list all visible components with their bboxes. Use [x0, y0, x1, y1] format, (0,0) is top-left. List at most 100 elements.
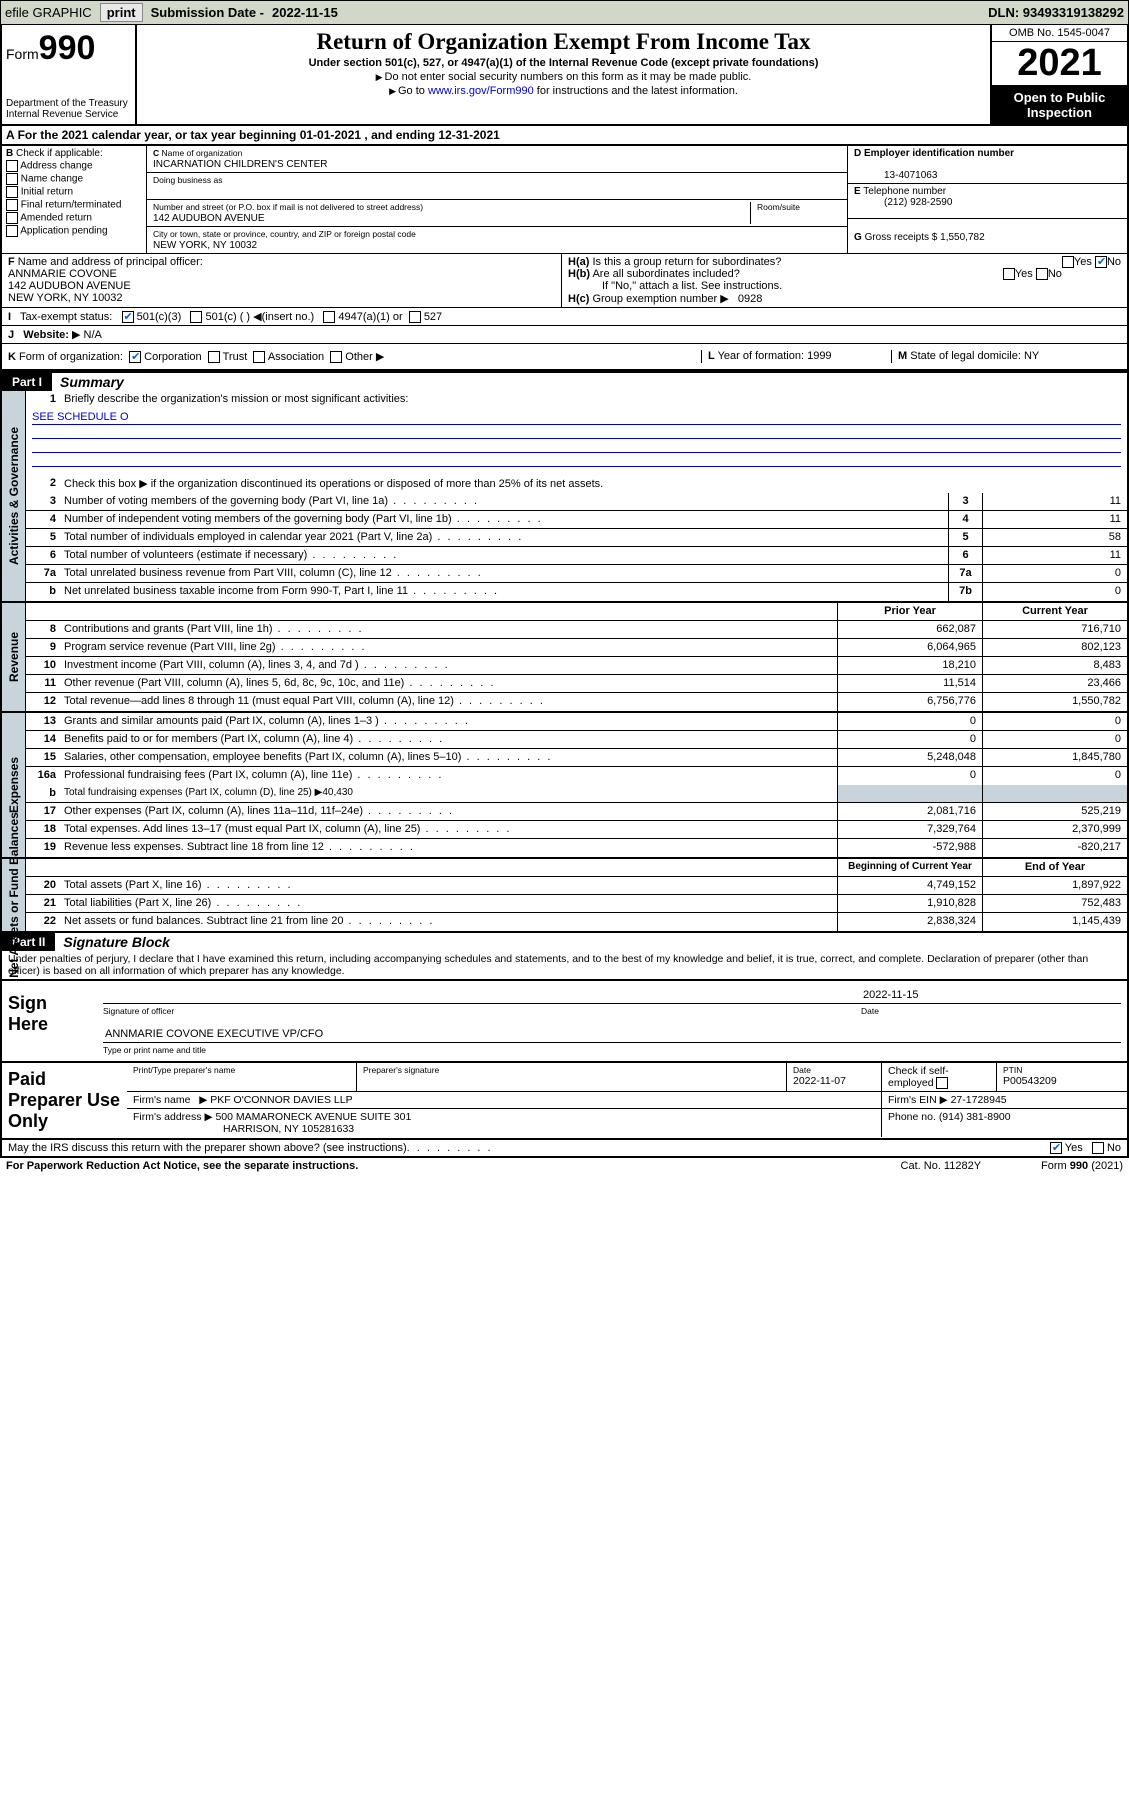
mission-lines: SEE SCHEDULE O: [26, 409, 1127, 467]
part-ii-title: Signature Block: [55, 934, 170, 950]
summary-netassets: Net Assets or Fund Balances Beginning of…: [0, 859, 1129, 933]
dba-cell: Doing business as: [147, 173, 847, 200]
vtab-revenue: Revenue: [2, 603, 26, 711]
opt-pending: Application pending: [20, 226, 107, 237]
opt-corp: Corporation: [144, 351, 201, 363]
sig-date-label: Date: [861, 1006, 1121, 1016]
i-lead: I: [8, 311, 11, 323]
phone-label: Telephone number: [863, 186, 946, 197]
col-f: F Name and address of principal officer:…: [2, 254, 562, 307]
ha-lead: H(a): [568, 256, 589, 268]
gov-val: 11: [982, 511, 1127, 528]
hb-note: If "No," attach a list. See instructions…: [568, 280, 1121, 292]
i-left: I Tax-exempt status: 501(c)(3) 501(c) ( …: [8, 310, 568, 323]
footer-last: For Paperwork Reduction Act Notice, see …: [0, 1158, 1129, 1174]
insert-no: (insert no.): [262, 311, 315, 323]
gross-value: 1,550,782: [940, 232, 985, 243]
net-hdr-txt: [60, 859, 837, 876]
num: 13: [26, 713, 60, 730]
may-discuss-row: May the IRS discuss this return with the…: [0, 1140, 1129, 1158]
firm-addr-label: Firm's address: [133, 1111, 202, 1123]
gov-txt: Number of independent voting members of …: [60, 511, 948, 528]
chk-address-change[interactable]: Address change: [6, 160, 142, 172]
txt: Investment income (Part VIII, column (A)…: [60, 657, 837, 674]
chk-self-employed[interactable]: [936, 1077, 948, 1089]
gov-num: 6: [26, 547, 60, 564]
chk-name-change[interactable]: Name change: [6, 173, 142, 185]
chk-501c3[interactable]: [122, 311, 134, 323]
firm-phone-label: Phone no.: [888, 1111, 936, 1123]
opt-assoc: Association: [268, 351, 324, 363]
form-title: Return of Organization Exempt From Incom…: [145, 29, 982, 55]
may-no-chk[interactable]: [1092, 1142, 1104, 1154]
chk-amended[interactable]: Amended return: [6, 212, 142, 224]
opt-amended: Amended return: [20, 213, 92, 224]
val-curr: 1,897,922: [982, 877, 1127, 894]
c-lead: C: [153, 148, 159, 158]
chk-assoc[interactable]: [253, 351, 265, 363]
opt-final: Final return/terminated: [21, 200, 122, 211]
may-yes: Yes: [1065, 1142, 1083, 1154]
chk-pending[interactable]: Application pending: [6, 225, 142, 237]
hb-yes-chk[interactable]: [1003, 268, 1015, 280]
firm-addr2: HARRISON, NY 105281633: [133, 1123, 354, 1135]
form-990: 990: [39, 29, 96, 67]
num-16b: b: [26, 785, 60, 802]
gov-num: 5: [26, 529, 60, 546]
l-lead: L: [708, 350, 715, 362]
prep-right: Print/Type preparer's name Preparer's si…: [127, 1063, 1127, 1138]
val-prior: -572,988: [837, 839, 982, 857]
txt: Revenue less expenses. Subtract line 18 …: [60, 839, 837, 857]
chk-4947[interactable]: [323, 311, 335, 323]
chk-final[interactable]: Final return/terminated: [6, 199, 142, 211]
subtitle-3: Go to www.irs.gov/Form990 for instructio…: [145, 85, 982, 97]
num: 20: [26, 877, 60, 894]
line-17: 17 Other expenses (Part IX, column (A), …: [26, 803, 1127, 821]
num: 18: [26, 821, 60, 838]
row-fgh: F Name and address of principal officer:…: [0, 253, 1129, 307]
efile-label: efile GRAPHIC: [5, 5, 92, 20]
firm-ein-cell: Firm's EIN ▶ 27-1728945: [882, 1092, 1127, 1108]
may-yes-chk[interactable]: [1050, 1142, 1062, 1154]
chk-501c[interactable]: [190, 311, 202, 323]
chk-527[interactable]: [409, 311, 421, 323]
gov-num: 7a: [26, 565, 60, 582]
chk-initial[interactable]: Initial return: [6, 186, 142, 198]
irs-link[interactable]: www.irs.gov/Form990: [428, 85, 534, 97]
gov-val: 0: [982, 583, 1127, 601]
chk-trust[interactable]: [208, 351, 220, 363]
net-body: Beginning of Current Year End of Year 20…: [26, 859, 1127, 931]
firm-ein-label: Firm's EIN: [888, 1094, 937, 1106]
pra-notice: For Paperwork Reduction Act Notice, see …: [6, 1160, 358, 1172]
line-18: 18 Total expenses. Add lines 13–17 (must…: [26, 821, 1127, 839]
vtab-gov-label: Activities & Governance: [7, 427, 21, 565]
street-cell: Number and street (or P.O. box if mail i…: [147, 200, 847, 227]
ha-yes-chk[interactable]: [1062, 256, 1074, 268]
l-value: 1999: [807, 350, 831, 362]
l-cell: L Year of formation: 1999: [701, 350, 891, 363]
dots-icon: [407, 1142, 493, 1154]
exp-body: 13 Grants and similar amounts paid (Part…: [26, 713, 1127, 857]
line-20: 20 Total assets (Part X, line 16) 4,749,…: [26, 877, 1127, 895]
hb-no-chk[interactable]: [1036, 268, 1048, 280]
cat-no: Cat. No. 11282Y: [901, 1160, 982, 1172]
row-i: I Tax-exempt status: 501(c)(3) 501(c) ( …: [2, 308, 1127, 326]
opt-527: 527: [424, 311, 442, 323]
num: 19: [26, 839, 60, 857]
print-button[interactable]: print: [100, 3, 143, 22]
chk-other[interactable]: [330, 351, 342, 363]
val-curr: 0: [982, 731, 1127, 748]
gov-txt: Number of voting members of the governin…: [60, 493, 948, 510]
row-klm: K Form of organization: Corporation Trus…: [0, 343, 1129, 371]
header-right: OMB No. 1545-0047 2021 Open to Public In…: [992, 25, 1127, 124]
txt-16b: Total fundraising expenses (Part IX, col…: [60, 785, 837, 802]
gov-line-5: 5 Total number of individuals employed i…: [26, 529, 1127, 547]
val-curr: 1,145,439: [982, 913, 1127, 931]
city-cell: City or town, state or province, country…: [147, 227, 847, 253]
row-j: J Website: ▶ N/A: [2, 326, 1127, 343]
m-lead: M: [898, 350, 907, 362]
part-i-header: Part I Summary: [0, 371, 1129, 391]
f-lead: F: [8, 256, 15, 268]
chk-corp[interactable]: [129, 351, 141, 363]
ha-no-chk[interactable]: [1095, 256, 1107, 268]
